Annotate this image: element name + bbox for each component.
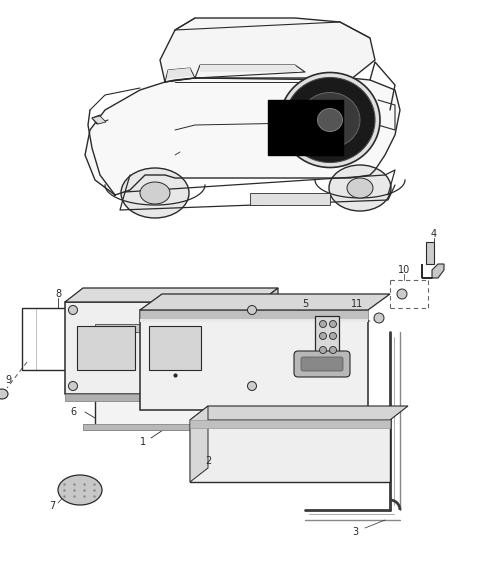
Polygon shape (95, 310, 320, 324)
Circle shape (329, 346, 336, 353)
Polygon shape (140, 310, 368, 319)
Text: 11: 11 (351, 299, 363, 309)
Circle shape (69, 381, 77, 390)
Polygon shape (65, 394, 260, 401)
Text: 8: 8 (55, 289, 61, 299)
Text: 3: 3 (352, 527, 358, 537)
Bar (22, 308, 94, 370)
Polygon shape (190, 406, 208, 482)
Circle shape (397, 289, 407, 299)
Polygon shape (167, 68, 192, 79)
Text: 6: 6 (70, 407, 76, 417)
Text: 10: 10 (398, 265, 410, 275)
Text: 1: 1 (140, 437, 146, 447)
Text: 2: 2 (205, 456, 211, 466)
Polygon shape (190, 406, 408, 420)
Ellipse shape (58, 475, 102, 505)
FancyBboxPatch shape (294, 351, 350, 377)
Bar (315, 316, 339, 360)
Polygon shape (140, 319, 368, 322)
Ellipse shape (329, 165, 391, 211)
Text: 5: 5 (302, 299, 308, 309)
Circle shape (320, 332, 326, 339)
Text: 9: 9 (5, 375, 11, 385)
Polygon shape (65, 302, 260, 394)
Ellipse shape (0, 389, 8, 399)
Polygon shape (378, 100, 395, 130)
Polygon shape (200, 65, 300, 72)
Polygon shape (140, 294, 390, 310)
Bar (77, 326, 135, 370)
Polygon shape (190, 420, 390, 482)
Text: 4: 4 (431, 229, 437, 239)
Polygon shape (260, 288, 278, 394)
Polygon shape (92, 116, 106, 124)
Circle shape (329, 321, 336, 328)
Circle shape (248, 381, 256, 390)
Polygon shape (85, 78, 400, 195)
Ellipse shape (140, 182, 170, 204)
Polygon shape (83, 424, 313, 430)
Ellipse shape (317, 108, 343, 131)
Circle shape (248, 305, 256, 315)
Circle shape (329, 332, 336, 339)
Ellipse shape (347, 178, 373, 198)
Ellipse shape (280, 73, 380, 168)
Bar (250, 193, 330, 205)
Ellipse shape (300, 93, 360, 148)
Polygon shape (140, 310, 368, 410)
Polygon shape (160, 18, 375, 82)
Text: 7: 7 (49, 501, 55, 511)
Bar (268, 100, 343, 155)
Polygon shape (95, 324, 302, 426)
Polygon shape (85, 78, 400, 195)
FancyBboxPatch shape (301, 357, 343, 371)
Ellipse shape (285, 77, 375, 162)
Bar (149, 326, 201, 370)
Polygon shape (95, 324, 302, 332)
Polygon shape (65, 288, 278, 302)
Polygon shape (190, 420, 390, 428)
Ellipse shape (121, 168, 189, 218)
Polygon shape (422, 264, 444, 278)
Circle shape (320, 346, 326, 353)
Polygon shape (426, 242, 434, 264)
Circle shape (320, 321, 326, 328)
Circle shape (374, 313, 384, 323)
Circle shape (69, 305, 77, 315)
